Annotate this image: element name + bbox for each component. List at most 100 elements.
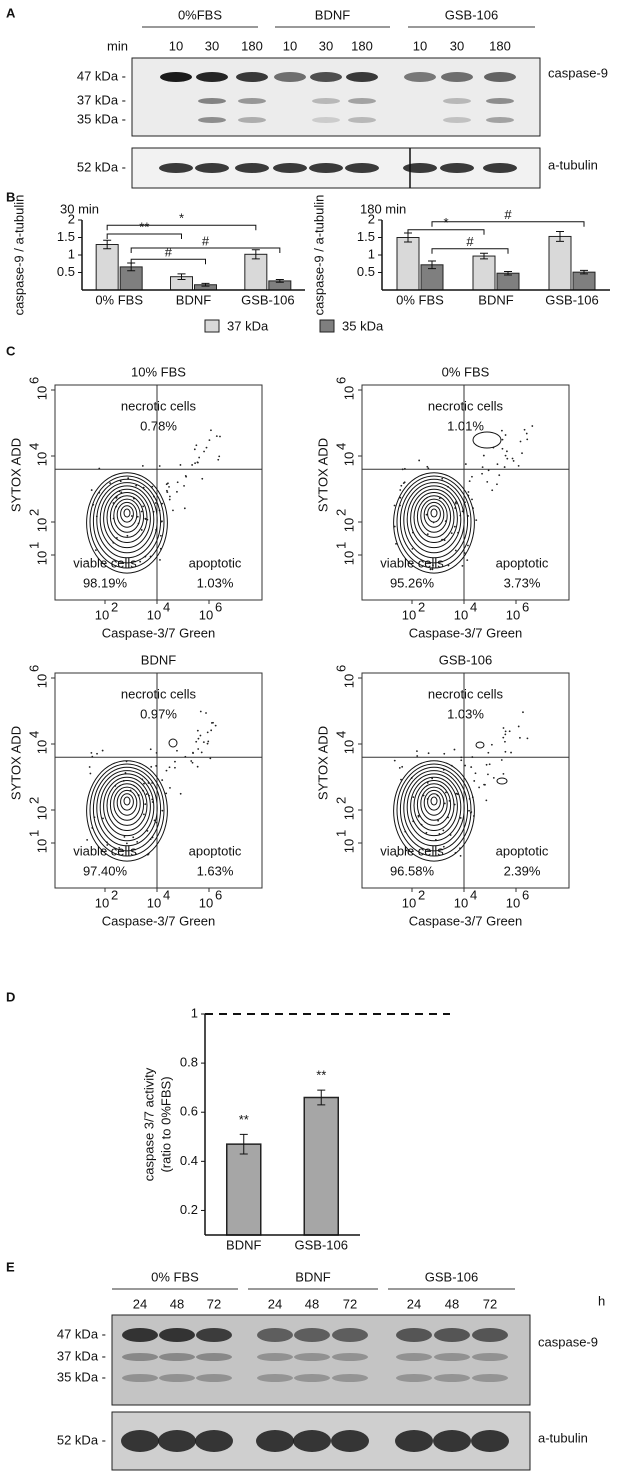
x-tick-exponent: 6 (522, 599, 529, 614)
group-label: GSB-106 (425, 1269, 478, 1284)
blot-band (332, 1328, 368, 1342)
event-dot (444, 791, 447, 794)
quadrant-percent: 1.03% (197, 575, 234, 590)
density-contour (427, 793, 441, 811)
event-dot (511, 457, 514, 460)
density-contour (416, 495, 452, 538)
blot-band (273, 163, 307, 173)
event-dot (443, 802, 446, 805)
event-dot (488, 763, 491, 766)
event-dot (442, 829, 445, 832)
event-dot (139, 560, 142, 563)
event-dot (174, 766, 176, 769)
quadrant-label: apoptotic (496, 555, 549, 570)
event-dot (143, 782, 145, 785)
event-dot (165, 483, 168, 486)
event-dot (486, 480, 489, 483)
y-tick-base: 10 (341, 551, 356, 565)
event-dot (461, 564, 464, 567)
event-dot (154, 502, 157, 504)
event-dot (490, 743, 493, 746)
blot-band (198, 98, 226, 104)
x-tick-label: GSB-106 (241, 292, 294, 307)
y-tick-exponent: 6 (26, 377, 41, 384)
time-label: 48 (170, 1296, 184, 1311)
x-tick-exponent: 2 (418, 599, 425, 614)
error-bar (103, 239, 112, 250)
chart-title: 180 min (360, 201, 406, 216)
density-contour (403, 482, 465, 559)
event-dot (487, 469, 490, 472)
quadrant-label: viable cells (73, 843, 137, 858)
event-dot (191, 464, 194, 466)
event-dot (135, 484, 138, 487)
x-tick-base: 10 (147, 607, 161, 622)
blot-band (486, 117, 514, 123)
event-dot (471, 756, 474, 758)
event-dot (195, 444, 198, 447)
y-axis-label: caspase-9 / a-tubulin (11, 195, 26, 316)
y-tick-base: 10 (34, 518, 49, 532)
density-contour (423, 501, 445, 528)
error-bar (317, 1089, 326, 1106)
event-dot (504, 454, 507, 457)
event-dot (475, 519, 478, 522)
event-dot (427, 752, 430, 755)
density-contour (103, 488, 151, 549)
event-dot (150, 765, 153, 768)
plot-title: 10% FBS (131, 364, 186, 379)
kda-marker: 52 kDa - (77, 159, 126, 174)
blot-band (196, 1374, 232, 1382)
y-tick-exponent: 4 (333, 443, 348, 450)
event-dot (531, 425, 534, 427)
protein-label: a-tubulin (538, 1430, 588, 1445)
blot-band (293, 1430, 331, 1452)
event-dot (124, 772, 127, 774)
error-bar (239, 1133, 248, 1155)
event-dot (140, 510, 143, 513)
event-dot (174, 760, 176, 763)
plot-frame (361, 384, 570, 601)
time-unit: h (598, 1293, 605, 1308)
x-tick-exponent: 4 (163, 887, 170, 902)
event-dot (398, 767, 401, 769)
event-dot (197, 748, 200, 750)
event-dot (399, 489, 402, 491)
time-label: 10 (283, 38, 297, 53)
bar (226, 1143, 262, 1236)
event-dot (140, 529, 143, 531)
event-dot (142, 505, 145, 508)
event-dot (459, 855, 462, 857)
y-axis-label: caspase 3/7 activity (141, 1067, 156, 1181)
kda-marker: 47 kDa - (77, 68, 126, 83)
event-dot (141, 465, 144, 467)
error-bar (556, 231, 564, 242)
blot-band (348, 98, 376, 104)
event-dot (159, 559, 161, 561)
x-axis-label: Caspase-3/7 Green (102, 625, 215, 640)
time-label: 48 (305, 1296, 319, 1311)
event-dot (179, 792, 182, 795)
y-tick-exponent: 1 (26, 542, 41, 549)
event-dot (200, 751, 203, 754)
event-dot (210, 429, 212, 432)
event-dot (98, 467, 101, 470)
density-contour (106, 780, 148, 831)
event-dot (481, 472, 483, 475)
event-dot (194, 462, 196, 465)
blot-band (396, 1328, 432, 1342)
event-dot (102, 817, 104, 820)
error-bar (480, 252, 488, 260)
y-tick-base: 10 (34, 452, 49, 466)
blot-band (403, 163, 437, 173)
event-dot (144, 518, 147, 520)
x-tick-label: 0% FBS (95, 292, 143, 307)
event-dot (396, 855, 398, 858)
event-dot (431, 568, 434, 571)
event-dot (94, 549, 97, 552)
blot-band (122, 1328, 158, 1342)
y-tick-exponent: 4 (26, 731, 41, 738)
significance-label: # (504, 207, 512, 222)
event-dot (517, 464, 520, 467)
event-dot (483, 783, 485, 786)
